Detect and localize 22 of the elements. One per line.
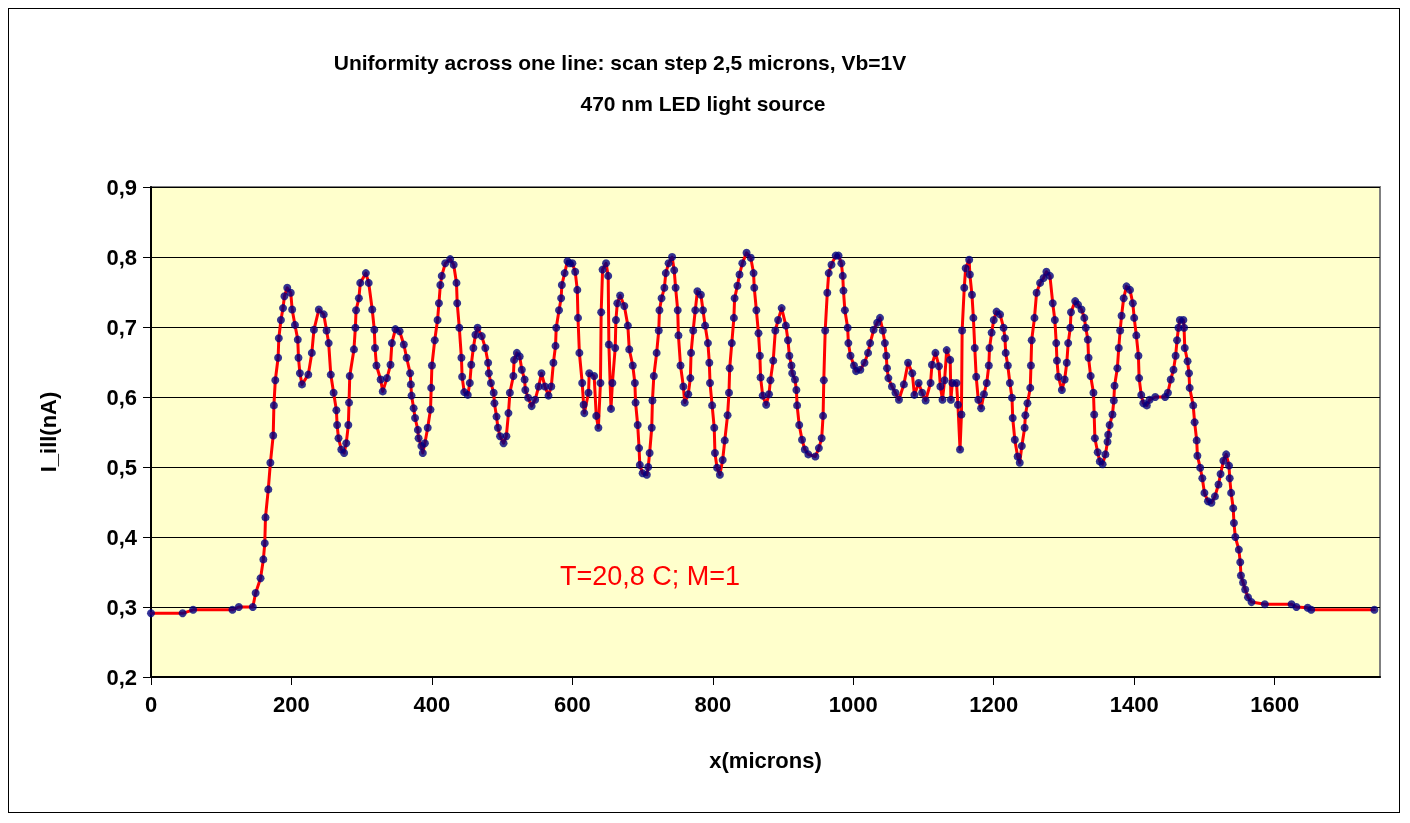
y-tick-label: 0,2 [106, 664, 137, 690]
annotation: T=20,8 C; M=1 [560, 560, 741, 591]
y-tick-label: 0,8 [106, 244, 137, 270]
x-tick-label: 1400 [1109, 691, 1159, 717]
y-tick-label: 0,6 [106, 384, 137, 410]
x-tick-label: 600 [554, 691, 591, 717]
x-tick-label: 400 [413, 691, 451, 717]
x-tick-label: 200 [273, 691, 310, 717]
y-axis-title: I_ill(nA) [35, 391, 61, 473]
x-axis-title: x(microns) [709, 747, 822, 773]
x-tick-label: 1000 [828, 691, 878, 717]
y-tick-label: 0,4 [106, 524, 138, 550]
y-tick-label: 0,7 [106, 314, 137, 340]
chart-subtitle: 470 nm LED light source [580, 92, 826, 115]
x-tick-label: 800 [694, 691, 732, 717]
x-tick-label: 0 [144, 691, 158, 717]
chart-title: Uniformity across one line: scan step 2,5 microns, Vb=1V [333, 51, 907, 74]
x-tick-label: 1200 [969, 691, 1019, 717]
x-tick-label: 1600 [1250, 691, 1300, 717]
y-tick-label: 0,3 [106, 594, 137, 620]
y-tick-label: 0,9 [106, 174, 137, 200]
y-tick-label: 0,5 [106, 454, 137, 480]
